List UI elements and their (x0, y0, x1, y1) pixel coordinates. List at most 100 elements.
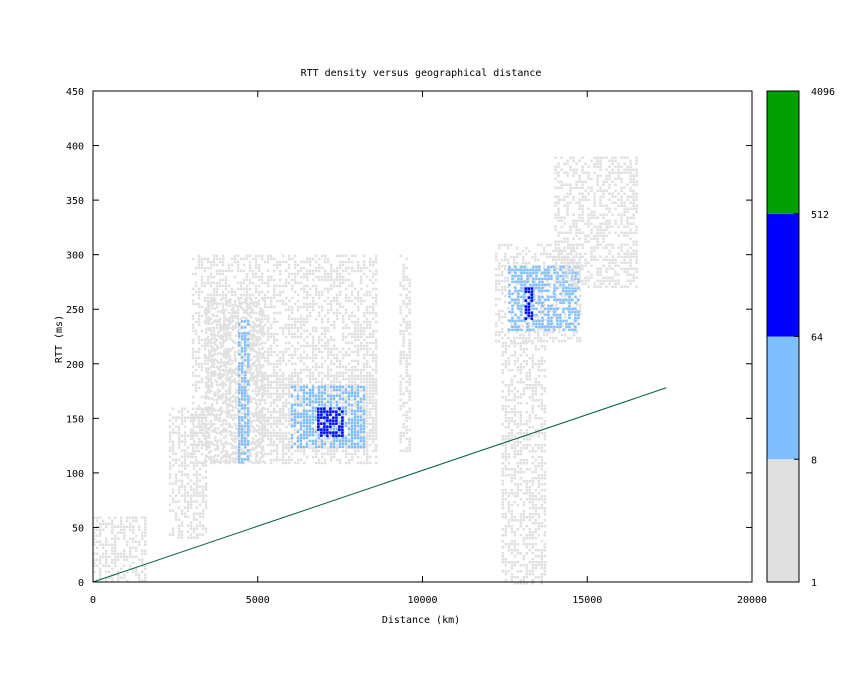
heatmap-cell (242, 278, 246, 282)
heatmap-cell (511, 298, 514, 302)
heatmap-cell (576, 288, 579, 292)
heatmap-cell (365, 284, 369, 288)
heatmap-cell (220, 358, 223, 361)
heatmap-cell (572, 171, 575, 174)
heatmap-cell (563, 222, 566, 225)
heatmap-cell (206, 371, 210, 375)
heatmap-cell (287, 263, 291, 267)
heatmap-cell (562, 271, 565, 275)
heatmap-cell (368, 323, 372, 327)
heatmap-cell (266, 296, 270, 300)
heatmap-cell (572, 156, 575, 159)
heatmap-cell (287, 389, 291, 393)
heatmap-cell (238, 401, 241, 404)
heatmap-cell (559, 265, 562, 269)
heatmap-cell (272, 374, 276, 378)
heatmap-cell (235, 358, 238, 361)
heatmap-cell (259, 343, 262, 346)
heatmap-cell (335, 296, 339, 300)
heatmap-cell (374, 398, 378, 402)
heatmap-cell (257, 371, 261, 375)
heatmap-cell (596, 183, 599, 186)
heatmap-cell (362, 272, 366, 276)
heatmap-cell (290, 416, 294, 420)
heatmap-cell (326, 338, 330, 342)
heatmap-cell (374, 404, 378, 408)
heatmap-cell (575, 180, 578, 183)
heatmap-cell (559, 319, 562, 323)
heatmap-cell (368, 461, 372, 465)
heatmap-cell (368, 374, 372, 378)
heatmap-cell (335, 400, 339, 404)
heatmap-cell (257, 410, 261, 414)
heatmap-cell (278, 368, 282, 372)
heatmap-cell (356, 394, 360, 398)
heatmap-cell (293, 374, 297, 378)
heatmap-cell (229, 355, 232, 358)
heatmap-cell (214, 418, 217, 421)
heatmap-cell (200, 380, 204, 384)
heatmap-cell (230, 269, 234, 273)
heatmap-cell (260, 431, 264, 435)
heatmap-cell (495, 324, 498, 328)
heatmap-cell (275, 377, 279, 381)
heatmap-cell (541, 286, 544, 290)
heatmap-cell (254, 410, 258, 414)
heatmap-cell (218, 371, 222, 375)
heatmap-cell (248, 377, 252, 381)
heatmap-cell (514, 301, 517, 305)
heatmap-cell (217, 427, 220, 430)
heatmap-cell (221, 428, 225, 432)
heatmap-cell (561, 333, 564, 337)
heatmap-cell (299, 266, 303, 270)
heatmap-cell (527, 308, 531, 311)
heatmap-cell (281, 329, 285, 333)
heatmap-cell (293, 409, 297, 413)
heatmap-cell (320, 431, 323, 434)
heatmap-cell (244, 355, 247, 358)
heatmap-cell (350, 424, 354, 428)
heatmap-cell (317, 257, 321, 261)
heatmap-cell (253, 355, 256, 358)
heatmap-cell (233, 398, 237, 402)
heatmap-cell (284, 446, 288, 450)
heatmap-cell (212, 260, 216, 264)
heatmap-cell (233, 275, 237, 279)
heatmap-cell (293, 412, 297, 416)
heatmap-cell (555, 294, 558, 298)
heatmap-cell (365, 341, 369, 345)
heatmap-cell (191, 449, 195, 453)
heatmap-cell (212, 461, 216, 465)
heatmap-cell (557, 171, 560, 174)
heatmap-cell (221, 353, 225, 357)
heatmap-cell (569, 201, 572, 204)
heatmap-cell (341, 395, 345, 399)
heatmap-cell (278, 269, 282, 273)
heatmap-cell (353, 424, 357, 428)
heatmap-cell (215, 305, 219, 309)
heatmap-cell (238, 379, 241, 382)
heatmap-cell (221, 395, 225, 399)
heatmap-cell (581, 264, 584, 267)
heatmap-cell (317, 296, 321, 300)
heatmap-cell (326, 317, 330, 321)
heatmap-cell (223, 418, 226, 421)
heatmap-cell (498, 273, 501, 277)
heatmap-cell (221, 368, 225, 372)
heatmap-cell (299, 412, 303, 416)
heatmap-cell (513, 303, 516, 307)
heatmap-cell (547, 328, 550, 332)
heatmap-cell (528, 330, 531, 334)
heatmap-cell (526, 304, 529, 308)
heatmap-cell (236, 266, 240, 270)
heatmap-cell (247, 440, 250, 443)
heatmap-cell (197, 356, 201, 360)
heatmap-cell (203, 284, 207, 288)
heatmap-cell (365, 443, 369, 447)
heatmap-cell (317, 347, 321, 351)
heatmap-cell (560, 285, 563, 288)
heatmap-cell (269, 452, 273, 456)
heatmap-cell (238, 368, 241, 371)
heatmap-cell (368, 341, 372, 345)
heatmap-cell (495, 288, 498, 292)
